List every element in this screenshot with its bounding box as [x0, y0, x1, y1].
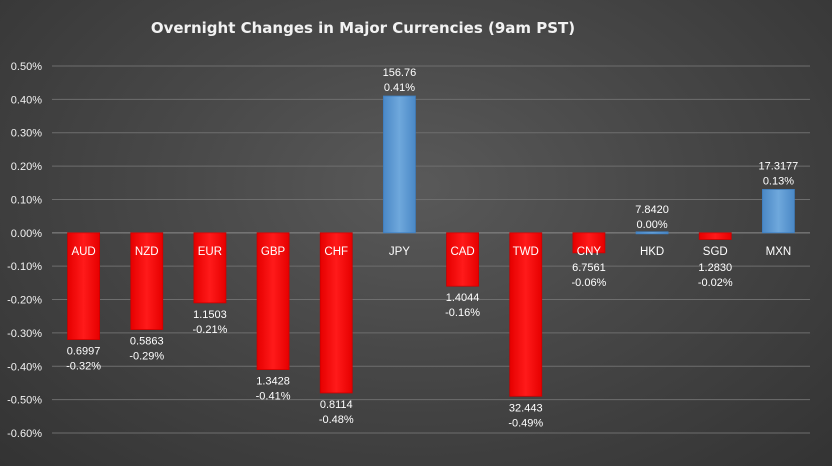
category-label: SGD	[703, 246, 728, 258]
rate-label: 1.1503	[193, 309, 227, 321]
y-tick-label: -0.40%	[7, 361, 42, 373]
chart-title: Overnight Changes in Major Currencies (9…	[151, 19, 575, 37]
y-tick-label: 0.40%	[11, 94, 42, 106]
value-label: 0.13%	[763, 175, 794, 187]
category-label: AUD	[71, 246, 95, 258]
bar	[572, 232, 606, 254]
category-label: MXN	[766, 246, 792, 258]
category-label: JPY	[389, 246, 410, 258]
bars	[67, 95, 795, 397]
y-tick-label: 0.50%	[11, 61, 42, 73]
rate-label: 17.3177	[759, 160, 799, 172]
bar	[256, 232, 290, 371]
category-label: HKD	[640, 246, 664, 258]
value-label: -0.32%	[66, 361, 101, 373]
bar	[698, 232, 732, 240]
bar	[762, 189, 795, 234]
category-label: TWD	[513, 246, 539, 258]
y-axis: 0.50% 0.40% 0.30% 0.20% 0.10% 0.00% -0.10% -0.2…	[7, 61, 42, 440]
rate-label: 7.8420	[635, 204, 669, 216]
y-tick-label: 0.00%	[11, 228, 42, 240]
category-label: NZD	[135, 246, 159, 258]
grid-layer	[52, 65, 810, 434]
value-label: 0.00%	[636, 219, 667, 231]
y-tick-label: -0.50%	[7, 395, 42, 407]
rate-label: 1.2830	[698, 262, 732, 274]
y-tick-label: 0.10%	[11, 194, 42, 206]
value-label: -0.02%	[698, 277, 733, 289]
category-label: CHF	[324, 246, 348, 258]
y-tick-label: -0.30%	[7, 328, 42, 340]
value-label: -0.49%	[508, 417, 543, 429]
bar	[446, 232, 479, 287]
value-label: -0.48%	[319, 414, 354, 426]
rate-label: 156.76	[383, 67, 417, 79]
category-label: CAD	[450, 246, 474, 258]
bar	[67, 232, 100, 340]
y-tick-label: 0.20%	[11, 161, 42, 173]
y-tick-label: -0.10%	[7, 261, 42, 273]
data-labels: AUD 0.6997 -0.32% NZD 0.5863 -0.29% EUR 1.1503 -…	[66, 67, 798, 429]
bar	[319, 232, 353, 394]
rate-label: 0.8114	[320, 399, 353, 411]
y-tick-label: -0.60%	[7, 428, 42, 440]
rate-label: 0.6997	[67, 346, 101, 358]
category-label: EUR	[198, 246, 222, 258]
rate-label: 6.7561	[572, 262, 606, 274]
rate-label: 1.4044	[446, 292, 480, 304]
rate-label: 32.443	[509, 402, 543, 414]
value-label: -0.21%	[192, 324, 227, 336]
value-label: -0.29%	[129, 351, 164, 363]
value-label: -0.16%	[445, 307, 480, 319]
value-label: -0.41%	[256, 391, 291, 403]
category-label: CNY	[577, 246, 602, 258]
category-label: GBP	[261, 246, 286, 258]
bar	[383, 95, 416, 234]
rate-label: 1.3428	[256, 376, 290, 388]
bar	[635, 231, 669, 235]
y-tick-label: -0.20%	[7, 295, 42, 307]
y-tick-label: 0.30%	[11, 128, 42, 140]
value-label: 0.41%	[384, 82, 415, 94]
value-label: -0.06%	[571, 277, 606, 289]
bar	[509, 232, 543, 397]
bar	[193, 232, 227, 304]
bar	[130, 232, 164, 330]
rate-label: 0.5863	[130, 336, 164, 348]
